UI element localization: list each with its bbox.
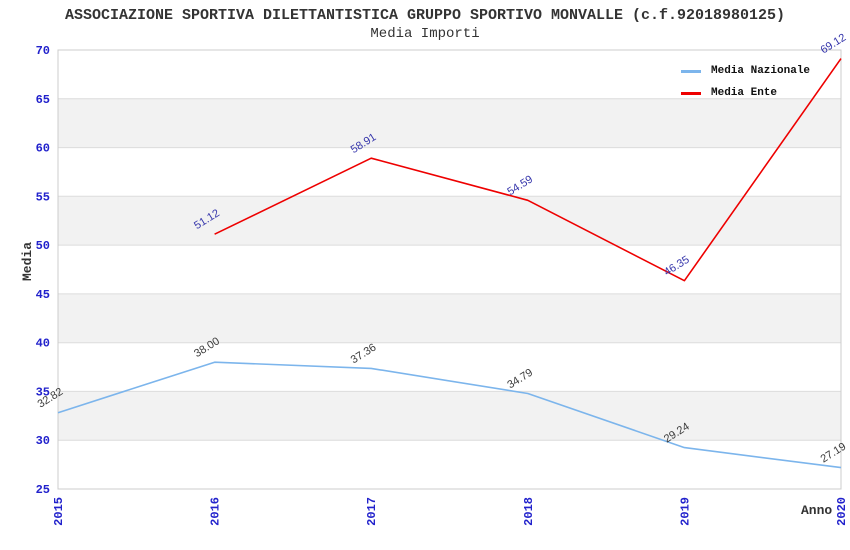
svg-text:30: 30 (36, 434, 50, 448)
legend-label-media-nazionale: Media Nazionale (711, 65, 810, 77)
svg-text:2020: 2020 (835, 497, 849, 526)
legend-label-media-ente: Media Ente (711, 87, 777, 99)
svg-text:70: 70 (36, 44, 50, 58)
x-axis-label: Anno (801, 503, 832, 518)
svg-text:2015: 2015 (52, 497, 66, 526)
legend-item-media-ente[interactable]: Media Ente (681, 82, 810, 104)
svg-text:55: 55 (36, 190, 50, 204)
svg-text:50: 50 (36, 239, 50, 253)
svg-text:25: 25 (36, 483, 50, 497)
legend: Media Nazionale Media Ente (681, 60, 810, 104)
svg-text:65: 65 (36, 93, 50, 107)
svg-text:60: 60 (36, 142, 50, 156)
legend-item-media-nazionale[interactable]: Media Nazionale (681, 60, 810, 82)
svg-text:40: 40 (36, 337, 50, 351)
media-ente-line-swatch (681, 92, 701, 95)
svg-text:2017: 2017 (365, 497, 379, 526)
svg-text:2019: 2019 (678, 497, 692, 526)
media-nazionale-line-swatch (681, 70, 701, 73)
svg-text:2018: 2018 (522, 497, 536, 526)
svg-text:45: 45 (36, 288, 50, 302)
y-axis-label: Media (20, 242, 35, 281)
svg-text:2016: 2016 (209, 497, 223, 526)
